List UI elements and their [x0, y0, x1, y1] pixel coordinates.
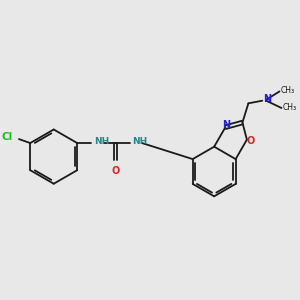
Text: N: N — [264, 94, 272, 104]
Text: CH₃: CH₃ — [283, 103, 297, 112]
Text: O: O — [247, 136, 255, 146]
Text: Cl: Cl — [2, 132, 13, 142]
Text: NH: NH — [132, 137, 147, 146]
Text: O: O — [112, 166, 120, 176]
Text: CH₃: CH₃ — [281, 85, 295, 94]
Text: NH: NH — [94, 137, 109, 146]
Text: N: N — [222, 120, 230, 130]
